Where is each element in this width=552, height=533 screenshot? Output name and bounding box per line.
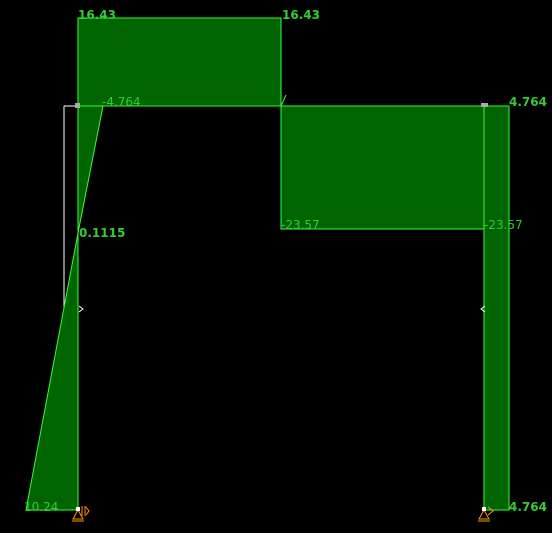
beam-positive-region (77, 17, 282, 107)
label-right-top: 4.764 (509, 95, 547, 109)
right-mid-marker-icon (480, 305, 486, 313)
beam-tick (280, 94, 287, 107)
label-top-right: 16.43 (282, 8, 320, 22)
diagram-regions (25, 17, 510, 511)
label-bottom-right: 4.764 (509, 500, 547, 514)
label-beam-neg-right: -23.57 (484, 218, 523, 232)
node-top-left[interactable] (75, 103, 80, 108)
supports (72, 506, 494, 522)
right-pinned-support-icon (478, 506, 494, 522)
beam-negative-region (280, 105, 485, 230)
left-fixed-support-icon (72, 506, 90, 522)
label-mid-left: 0.1115 (79, 226, 125, 240)
value-labels: 16.43 16.43 -4.764 4.764 0.1115 -23.57 -… (24, 8, 547, 514)
label-bottom-left: 10.24 (24, 500, 58, 514)
left-column-region-top (77, 105, 104, 234)
nodes (75, 103, 488, 108)
mid-markers (78, 305, 486, 313)
node-top-right[interactable] (481, 103, 488, 107)
left-column-region-bottom (25, 232, 79, 511)
left-mid-marker-icon (78, 305, 84, 313)
label-beam-neg-left: -23.57 (281, 218, 320, 232)
right-column-region (483, 105, 510, 511)
label-beam-left-small: -4.764 (102, 95, 141, 109)
label-top-left: 16.43 (78, 8, 116, 22)
